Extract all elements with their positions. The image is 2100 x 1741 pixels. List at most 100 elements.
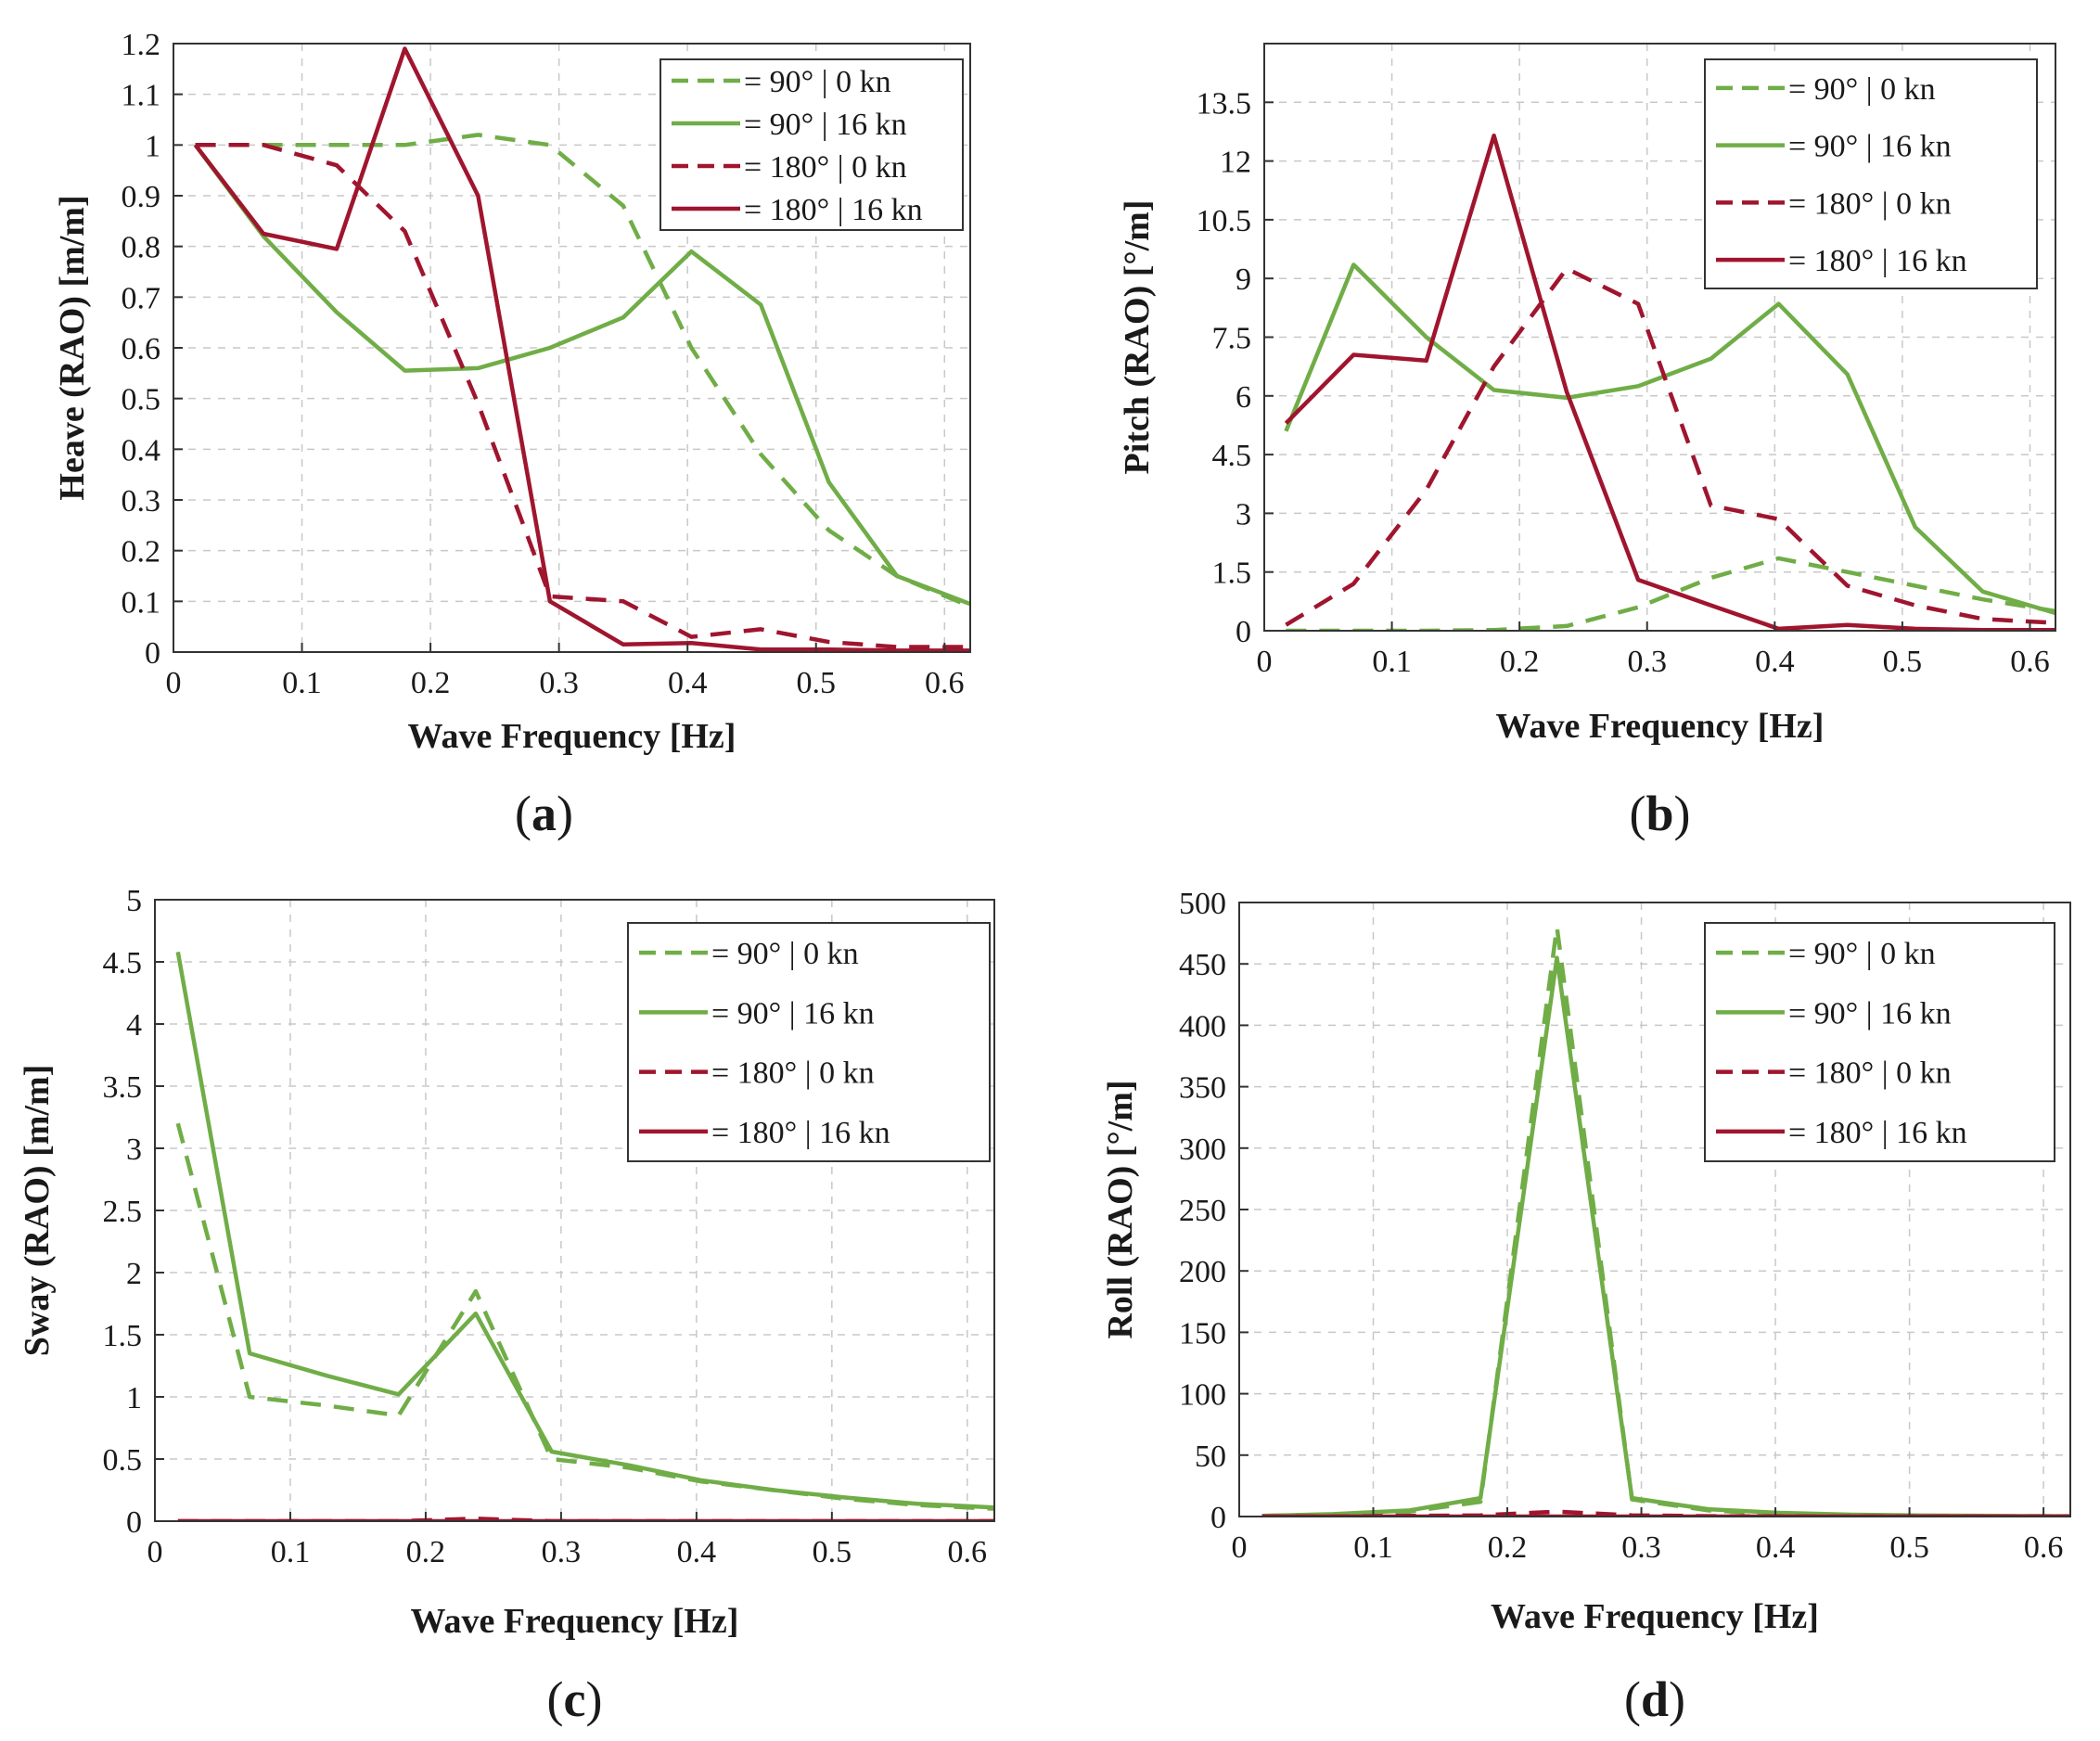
y-tick-label: 0.1: [122, 585, 161, 620]
legend-entry-3: = 180° | 0 kn: [1788, 186, 1952, 221]
x-tick-label: 0.5: [1883, 645, 1923, 679]
y-tick-label: 0.8: [122, 231, 161, 265]
y-tick-label: 100: [1179, 1378, 1226, 1413]
y-tick-label: 0.5: [122, 383, 161, 417]
y-tick-label: 1.5: [103, 1319, 143, 1353]
y-tick-label: 7.5: [1212, 322, 1252, 356]
x-tick-label: 0: [1257, 645, 1273, 679]
y-tick-label: 0.9: [122, 180, 161, 214]
chart-panel-c: 0 0.1 0.2 0.3 0.4 0.5 0.6 0 0.5 1 1.5 2 2.5 3 3.5 4 4.5 5…: [18, 884, 995, 1727]
panel-caption: (c): [547, 1671, 603, 1727]
legend: = 90° | 0 kn = 90° | 16 kn = 180° | 0 kn = …: [627, 922, 991, 1162]
y-tick-label: 3.5: [103, 1070, 143, 1105]
chart-panel-d: 0 0.1 0.2 0.3 0.4 0.5 0.6 0 50 100 150 200 250 300 350…: [1101, 887, 2071, 1727]
legend-entry-2: = 90° | 16 kn: [711, 996, 875, 1031]
x-tick-label: 0.1: [282, 666, 322, 700]
caption-open: (: [1629, 786, 1645, 841]
x-tick-label: 0.5: [1889, 1530, 1929, 1565]
y-tick-label: 0.6: [122, 332, 161, 366]
y-tick-label: 3: [1236, 497, 1251, 531]
x-axis-label: Wave Frequency [Hz]: [408, 717, 736, 756]
caption-open: (: [1624, 1671, 1641, 1727]
panel-caption: (b): [1629, 786, 1690, 841]
x-tick-label: 0.2: [406, 1535, 446, 1569]
y-tick-label: 0.3: [122, 484, 161, 518]
legend-entry-4: = 180° | 16 kn: [1788, 244, 1967, 278]
x-tick-label: 0.3: [542, 1535, 582, 1569]
x-tick-label: 0.4: [677, 1535, 717, 1569]
y-tick-label: 400: [1179, 1009, 1226, 1043]
y-axis-label: Heave (RAO) [m/m]: [53, 195, 92, 500]
y-tick-label: 0.2: [122, 535, 161, 570]
series-group: [1284, 133, 2055, 631]
x-tick-label: 0.1: [1353, 1530, 1393, 1565]
y-tick-label: 2: [126, 1257, 142, 1291]
x-tick-label: 0.2: [411, 666, 451, 700]
y-tick-label: 50: [1195, 1440, 1226, 1474]
x-tick-label: 0: [166, 666, 182, 700]
legend-entry-4: = 180° | 16 kn: [744, 193, 923, 227]
y-tick-label: 1.2: [122, 28, 161, 62]
series-line-2: [175, 951, 994, 1510]
panel-caption: (a): [515, 786, 573, 841]
y-tick-label: 500: [1179, 887, 1226, 921]
y-tick-label: 4: [126, 1008, 142, 1043]
legend: = 90° | 0 kn = 90° | 16 kn = 180° | 0 kn = …: [1704, 58, 2038, 289]
series-group: [193, 46, 970, 652]
caption-close: ): [585, 1671, 602, 1727]
legend-box: [627, 922, 991, 1162]
y-tick-label: 350: [1179, 1071, 1226, 1106]
y-tick-label: 0.7: [122, 281, 161, 315]
series-line-4: [1284, 133, 2055, 631]
y-tick-label: 200: [1179, 1255, 1226, 1289]
series-group: [175, 951, 994, 1521]
series-line-1: [1286, 556, 2055, 631]
y-tick-label: 5: [126, 884, 142, 918]
x-tick-label: 0.1: [1372, 645, 1412, 679]
y-tick-label: 3: [126, 1133, 142, 1167]
legend-entry-3: = 180° | 0 kn: [1788, 1056, 1952, 1091]
x-tick-label: 0.4: [1755, 645, 1795, 679]
legend-entry-2: = 90° | 16 kn: [1788, 130, 1952, 164]
legend-entry-1: = 90° | 0 kn: [744, 65, 891, 99]
series-line-3: [195, 143, 970, 649]
y-tick-label: 1.1: [122, 79, 161, 113]
x-tick-label: 0.4: [1756, 1530, 1796, 1565]
y-tick-label: 150: [1179, 1316, 1226, 1351]
caption-letter: b: [1645, 786, 1673, 841]
y-tick-label: 6: [1236, 380, 1251, 415]
series-line-2: [1284, 262, 2055, 616]
series-line-1: [195, 133, 970, 608]
y-tick-label: 9: [1236, 262, 1251, 297]
legend-entry-1: = 90° | 0 kn: [1788, 72, 1936, 107]
series-line-3: [1285, 266, 2055, 627]
y-tick-label: 0: [126, 1505, 142, 1540]
caption-letter: a: [531, 786, 557, 841]
y-tick-label: 4.5: [1212, 439, 1252, 473]
legend-entry-3: = 180° | 0 kn: [744, 150, 907, 185]
series-line-2: [193, 143, 970, 607]
y-tick-label: 0.4: [122, 433, 161, 467]
y-tick-label: 1: [126, 1381, 142, 1415]
caption-close: ): [557, 786, 573, 841]
x-tick-label: 0.3: [539, 666, 579, 700]
legend-entry-4: = 180° | 16 kn: [711, 1116, 890, 1150]
x-tick-label: 0.3: [1627, 645, 1667, 679]
x-tick-label: 0: [147, 1535, 163, 1569]
x-tick-label: 0.6: [925, 666, 965, 700]
y-axis-label: Pitch (RAO) [°/m]: [1118, 200, 1157, 475]
y-tick-label: 450: [1179, 948, 1226, 982]
x-tick-label: 0.5: [796, 666, 836, 700]
legend-entry-2: = 90° | 16 kn: [1788, 996, 1952, 1031]
y-tick-label: 2.5: [103, 1195, 143, 1229]
caption-open: (: [515, 786, 531, 841]
series-line-4: [193, 46, 970, 652]
y-tick-label: 1: [145, 129, 160, 163]
panel-caption: (d): [1624, 1671, 1685, 1727]
caption-open: (: [547, 1671, 564, 1727]
legend-entry-3: = 180° | 0 kn: [711, 1056, 875, 1091]
x-axis-label: Wave Frequency [Hz]: [1491, 1597, 1819, 1636]
legend-box: [659, 58, 964, 231]
y-tick-label: 300: [1179, 1133, 1226, 1167]
